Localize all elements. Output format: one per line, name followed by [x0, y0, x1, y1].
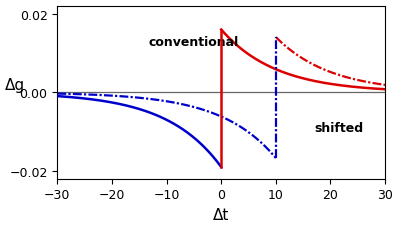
Text: conventional: conventional: [149, 36, 239, 49]
Text: shifted: shifted: [314, 122, 363, 135]
X-axis label: Δt: Δt: [213, 207, 229, 222]
Y-axis label: Δg: Δg: [5, 78, 25, 93]
